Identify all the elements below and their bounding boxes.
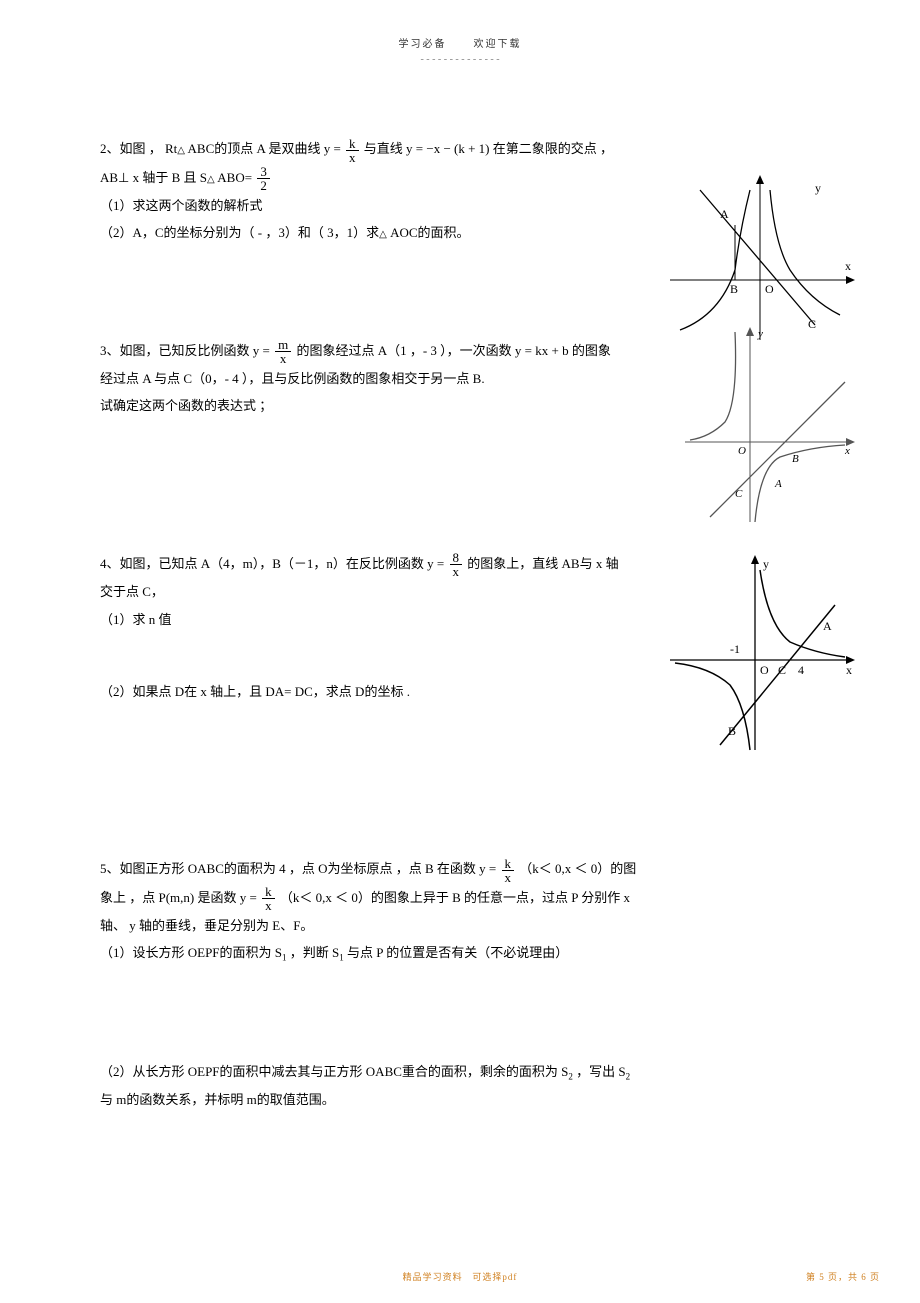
p2-q2: （2）A，C的坐标分别为（ - ，3）和（ 3，1）求: [100, 225, 379, 240]
p2-text: 2、如图 ， Rt: [100, 141, 177, 156]
svg-text:B: B: [792, 453, 799, 465]
fraction: 8 x: [450, 551, 463, 578]
fraction: k x: [346, 137, 359, 164]
fraction: m x: [275, 338, 291, 365]
svg-text:A: A: [720, 207, 729, 221]
problem-4: 4、如图，已知点 A（4，m），B（－1，n）在反比例函数 y = 8 x 的图…: [100, 550, 820, 705]
p5-q2a: （2）从长方形 OEPF的面积中减去其与正方形 OABC重合的面积，剩余的面积为…: [100, 1064, 568, 1079]
p5-text: 象上 ，点 P(m,n) 是函数 y =: [100, 890, 257, 905]
fraction: k x: [502, 857, 515, 884]
svg-text:A: A: [774, 478, 782, 490]
problem-2: 2、如图 ， Rt△ ABC的顶点 A 是双曲线 y = k x 与直线 y =…: [100, 135, 820, 247]
p3-text: 3、如图，已知反比例函数 y =: [100, 343, 273, 358]
svg-text:O: O: [765, 282, 774, 296]
svg-text:x: x: [846, 663, 852, 677]
problem-3: 3、如图，已知反比例函数 y = m x 的图象经过点 A（1 ，- 3 ），一…: [100, 337, 820, 420]
svg-text:C: C: [735, 488, 743, 500]
figure-problem-4: y x O -1 C 4 A B: [660, 550, 860, 760]
svg-text:4: 4: [798, 663, 804, 677]
p2-text: ABC的顶点 A 是双曲线 y =: [188, 141, 341, 156]
problem-5: 5、如图正方形 OABC的面积为 4 ，点 O为坐标原点 ，点 B 在函数 y …: [100, 855, 820, 1114]
p4-text: 4、如图，已知点 A（4，m），B（－1，n）在反比例函数 y =: [100, 556, 444, 571]
svg-text:C: C: [778, 663, 786, 677]
figure-problem-3: y x O B A C: [680, 322, 860, 532]
svg-text:x: x: [844, 445, 850, 457]
svg-text:-1: -1: [730, 642, 740, 656]
p5-q1b: ，判断 S: [290, 945, 339, 960]
svg-text:y: y: [815, 181, 821, 195]
fraction: k x: [262, 885, 275, 912]
header-right: 欢迎下载: [474, 39, 522, 50]
p2-text: 与直线 y = −x − (k + 1) 在第二象限的交点 ，: [364, 141, 613, 156]
p5-text: 5、如图正方形 OABC的面积为 4 ，点 O为坐标原点 ，点 B 在函数 y …: [100, 861, 496, 876]
footer-page-number: 第 5 页，共 6 页: [806, 1270, 880, 1283]
svg-text:O: O: [738, 445, 746, 457]
svg-text:A: A: [823, 619, 832, 633]
p5-line3: 轴、 y 轴的垂线，垂足分别为 E、F。: [100, 912, 820, 939]
p3-text: 的图象经过点 A（1 ，- 3 ），一次函数 y = kx + b 的图象: [296, 343, 610, 358]
svg-text:O: O: [760, 663, 769, 677]
p5-text: （k＜ 0,x ＜ 0）的图: [519, 861, 636, 876]
p5-q1a: （1）设长方形 OEPF的面积为 S: [100, 945, 282, 960]
svg-text:B: B: [730, 282, 738, 296]
p2-q2b: AOC的面积。: [390, 225, 469, 240]
svg-text:y: y: [763, 557, 769, 571]
svg-text:x: x: [845, 259, 851, 273]
svg-text:y: y: [757, 328, 763, 340]
p5-q1c: 与点 P 的位置是否有关（不必说理由）: [347, 945, 568, 960]
footer-center: 精品学习资料 可选择pdf: [0, 1270, 920, 1283]
p5-line6: 与 m的函数关系，并标明 m的取值范围。: [100, 1086, 820, 1113]
p5-text: （k＜ 0,x ＜ 0）的图象上异于 B 的任意一点，过点 P 分别作 x: [280, 890, 630, 905]
svg-text:B: B: [728, 724, 736, 738]
header-left: 学习必备: [399, 39, 447, 50]
fraction: 3 2: [257, 165, 270, 192]
header-dashes: - - - - - - - - - - - - - -: [100, 54, 820, 65]
p2-text: AB⊥ x 轴于 B 且 S: [100, 170, 207, 185]
p2-text: ABO=: [217, 170, 252, 185]
p4-text: 的图象上，直线 AB与 x 轴: [467, 556, 618, 571]
p5-q2b: ，写出 S: [576, 1064, 625, 1079]
page-header: 学习必备 欢迎下载: [100, 35, 820, 50]
